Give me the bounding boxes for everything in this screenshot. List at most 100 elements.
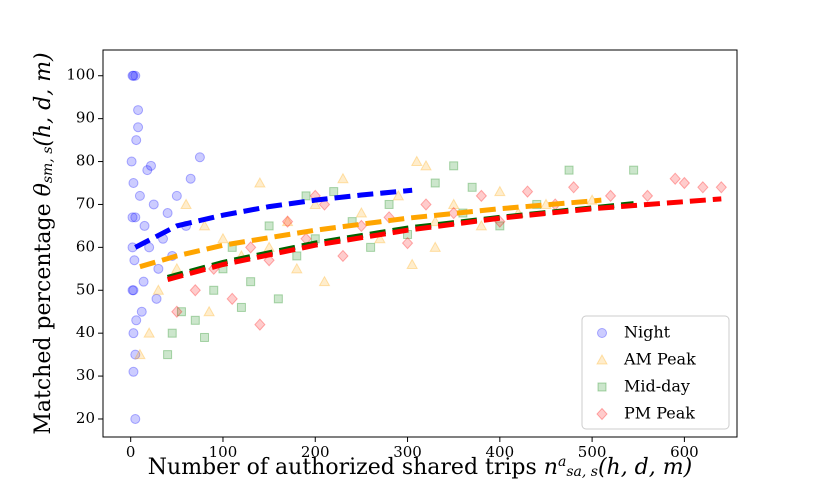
- legend-marker: [597, 382, 607, 392]
- point: [136, 306, 147, 317]
- point: [128, 285, 139, 296]
- point: [127, 212, 138, 223]
- point: [292, 251, 302, 261]
- point: [127, 285, 138, 296]
- y-tick-label: 30: [76, 366, 95, 384]
- point: [198, 219, 211, 231]
- point: [194, 152, 205, 163]
- point: [366, 242, 376, 252]
- point: [495, 221, 505, 231]
- x-tick-label: 0: [126, 443, 136, 461]
- point: [153, 263, 164, 274]
- legend-label: Mid-day: [624, 377, 690, 396]
- x-axis-label-part: sa, s: [566, 464, 598, 480]
- y-tick-label: 60: [76, 237, 95, 255]
- point: [133, 122, 144, 133]
- point: [244, 241, 257, 254]
- point: [604, 189, 617, 203]
- point: [392, 189, 405, 201]
- point: [410, 155, 423, 167]
- point: [131, 135, 142, 146]
- point: [148, 199, 159, 210]
- point: [678, 176, 691, 190]
- point: [200, 332, 210, 342]
- point: [139, 220, 150, 231]
- x-axis-label: Number of authorized shared trips nasa, …: [148, 454, 692, 480]
- point: [217, 232, 229, 244]
- legend-label: PM Peak: [624, 404, 695, 423]
- point: [420, 198, 432, 211]
- point: [309, 198, 322, 209]
- trend-line: [166, 196, 722, 282]
- point: [430, 178, 440, 188]
- x-axis-label-part: n: [544, 455, 558, 480]
- y-axis-label-part: (h, d, m): [31, 52, 56, 146]
- x-tick-label: 200: [301, 443, 330, 461]
- y-tick-label: 100: [66, 66, 95, 84]
- point: [493, 185, 506, 197]
- trend-line: [139, 197, 602, 270]
- point: [281, 215, 294, 228]
- point: [209, 285, 219, 295]
- point: [128, 328, 139, 339]
- point: [475, 189, 488, 203]
- legend-marker: [596, 407, 608, 421]
- point: [715, 181, 727, 194]
- point: [128, 178, 139, 189]
- point: [355, 207, 368, 218]
- x-tick-label: 400: [486, 443, 515, 461]
- point: [329, 187, 339, 197]
- point: [254, 176, 266, 188]
- point: [130, 70, 141, 81]
- point: [130, 413, 141, 424]
- point: [133, 105, 144, 116]
- point: [521, 185, 534, 198]
- y-axis-label-part: Matched percentage: [31, 196, 56, 434]
- x-tick-label: 100: [209, 443, 238, 461]
- x-tick-label: 600: [670, 443, 699, 461]
- point: [273, 294, 283, 304]
- point: [318, 275, 331, 287]
- point: [145, 160, 156, 171]
- point: [467, 182, 477, 192]
- point: [134, 190, 145, 201]
- point: [190, 315, 200, 325]
- point: [162, 208, 173, 219]
- point: [163, 350, 173, 360]
- point: [131, 315, 142, 326]
- y-axis-label-part: sm, s: [40, 147, 56, 184]
- point: [475, 219, 488, 231]
- point: [176, 307, 186, 317]
- point: [142, 165, 153, 176]
- plot-frame: [102, 49, 738, 438]
- point: [429, 215, 442, 227]
- point: [290, 262, 303, 274]
- y-tick-label: 40: [76, 323, 95, 341]
- point: [374, 232, 386, 244]
- legend-marker: [596, 353, 608, 365]
- point: [697, 181, 709, 194]
- point: [447, 198, 460, 209]
- point: [236, 302, 246, 312]
- point: [281, 215, 294, 227]
- point: [564, 165, 574, 175]
- y-tick-label: 50: [76, 280, 95, 298]
- point: [128, 366, 139, 377]
- point: [152, 284, 165, 295]
- point: [337, 172, 349, 184]
- point: [185, 173, 196, 184]
- x-tick-label: 300: [393, 443, 422, 461]
- point: [226, 292, 238, 306]
- point: [669, 172, 681, 185]
- x-axis-label-part: (h, d, m): [598, 455, 692, 480]
- point: [171, 190, 182, 201]
- point: [406, 258, 419, 270]
- y-axis-label-part: θ: [31, 183, 56, 196]
- point: [167, 328, 177, 338]
- point: [264, 221, 274, 231]
- point: [641, 189, 654, 203]
- point: [567, 181, 580, 194]
- x-axis-label-part: a: [558, 454, 566, 470]
- x-tick-label: 500: [578, 443, 607, 461]
